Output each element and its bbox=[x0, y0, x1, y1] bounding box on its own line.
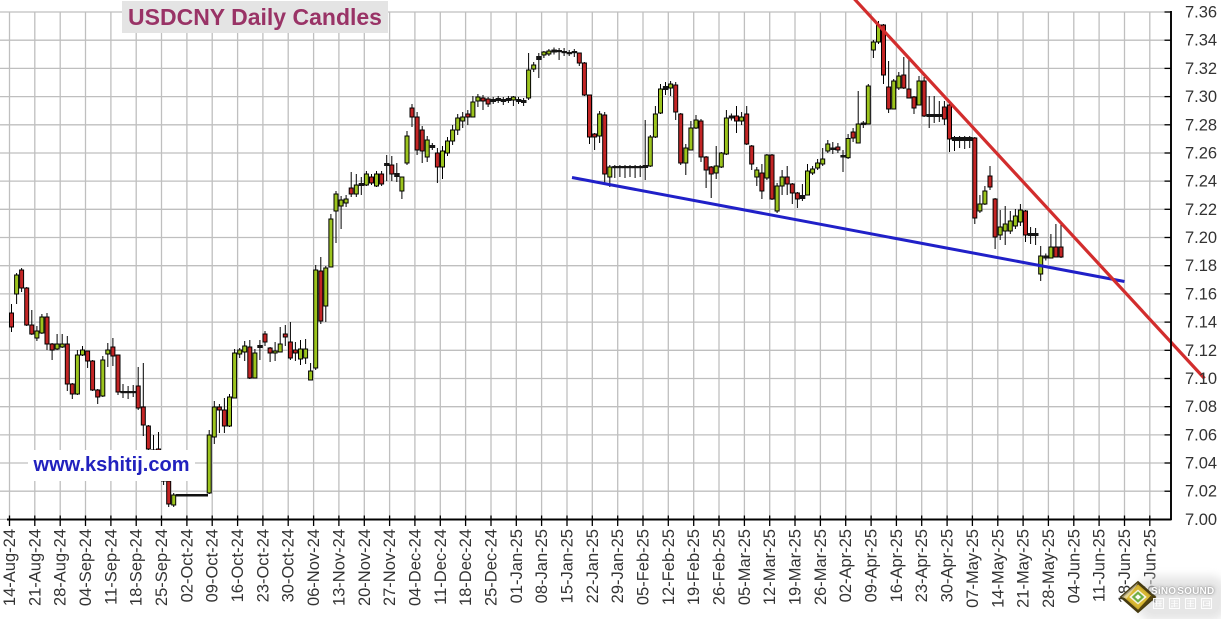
svg-text:7.36: 7.36 bbox=[1185, 4, 1217, 22]
svg-text:19-Mar-25: 19-Mar-25 bbox=[787, 529, 805, 605]
svg-text:11-Dec-24: 11-Dec-24 bbox=[432, 529, 450, 605]
svg-text:7.30: 7.30 bbox=[1185, 88, 1217, 106]
svg-text:04-Jun-25: 04-Jun-25 bbox=[1065, 529, 1083, 603]
svg-text:7.32: 7.32 bbox=[1185, 60, 1217, 78]
svg-text:7.16: 7.16 bbox=[1185, 285, 1217, 303]
svg-text:7.18: 7.18 bbox=[1185, 257, 1217, 275]
svg-text:18-Dec-24: 18-Dec-24 bbox=[457, 529, 475, 606]
svg-text:19-Feb-25: 19-Feb-25 bbox=[685, 529, 703, 605]
svg-text:16-Oct-24: 16-Oct-24 bbox=[229, 529, 247, 602]
svg-text:7.00: 7.00 bbox=[1185, 511, 1217, 529]
svg-text:01-Jan-25: 01-Jan-25 bbox=[508, 529, 526, 603]
svg-text:11-Jun-25: 11-Jun-25 bbox=[1091, 529, 1109, 602]
svg-text:12-Mar-25: 12-Mar-25 bbox=[761, 529, 779, 605]
svg-text:12-Feb-25: 12-Feb-25 bbox=[660, 529, 678, 605]
svg-text:21-Aug-24: 21-Aug-24 bbox=[26, 529, 44, 606]
svg-text:7.22: 7.22 bbox=[1185, 201, 1217, 219]
svg-text:7.12: 7.12 bbox=[1185, 342, 1217, 360]
svg-text:29-Jan-25: 29-Jan-25 bbox=[609, 529, 627, 603]
svg-text:28-Aug-24: 28-Aug-24 bbox=[52, 529, 70, 606]
svg-text:30-Apr-25: 30-Apr-25 bbox=[939, 529, 957, 602]
svg-text:7.34: 7.34 bbox=[1185, 32, 1217, 50]
svg-text:26-Mar-25: 26-Mar-25 bbox=[812, 529, 830, 605]
svg-text:25-Dec-24: 25-Dec-24 bbox=[483, 529, 501, 606]
svg-text:7.26: 7.26 bbox=[1185, 145, 1217, 163]
svg-text:23-Apr-25: 23-Apr-25 bbox=[913, 529, 931, 602]
svg-text:05-Feb-25: 05-Feb-25 bbox=[635, 529, 653, 605]
svg-text:30-Oct-24: 30-Oct-24 bbox=[280, 529, 298, 602]
svg-text:7.28: 7.28 bbox=[1185, 116, 1217, 134]
svg-text:18-Sep-24: 18-Sep-24 bbox=[128, 529, 146, 606]
svg-text:7.24: 7.24 bbox=[1185, 173, 1217, 191]
svg-text:7.20: 7.20 bbox=[1185, 229, 1217, 247]
svg-text:7.06: 7.06 bbox=[1185, 426, 1217, 444]
svg-text:02-Apr-25: 02-Apr-25 bbox=[837, 529, 855, 602]
svg-text:14-Aug-24: 14-Aug-24 bbox=[1, 529, 19, 606]
svg-text:07-May-25: 07-May-25 bbox=[964, 529, 982, 608]
svg-text:22-Jan-25: 22-Jan-25 bbox=[584, 529, 602, 603]
svg-text:02-Oct-24: 02-Oct-24 bbox=[178, 529, 196, 602]
svg-text:7.10: 7.10 bbox=[1185, 370, 1217, 388]
svg-text:09-Apr-25: 09-Apr-25 bbox=[863, 529, 881, 602]
svg-text:27-Nov-24: 27-Nov-24 bbox=[381, 529, 399, 606]
svg-text:26-Feb-25: 26-Feb-25 bbox=[711, 529, 729, 605]
svg-text:7.02: 7.02 bbox=[1185, 483, 1217, 501]
svg-text:15-Jan-25: 15-Jan-25 bbox=[559, 529, 577, 603]
svg-text:20-Nov-24: 20-Nov-24 bbox=[356, 529, 374, 606]
svg-text:28-May-25: 28-May-25 bbox=[1040, 529, 1058, 608]
svg-text:25-Sep-24: 25-Sep-24 bbox=[153, 529, 171, 606]
svg-text:21-May-25: 21-May-25 bbox=[1015, 529, 1033, 608]
svg-text:05-Mar-25: 05-Mar-25 bbox=[736, 529, 754, 605]
svg-text:04-Sep-24: 04-Sep-24 bbox=[77, 529, 95, 606]
svg-text:13-Nov-24: 13-Nov-24 bbox=[330, 529, 348, 606]
svg-text:23-Oct-24: 23-Oct-24 bbox=[254, 529, 272, 602]
svg-text:08-Jan-25: 08-Jan-25 bbox=[533, 529, 551, 603]
svg-text:18-Jun-25: 18-Jun-25 bbox=[1116, 529, 1134, 603]
svg-text:06-Nov-24: 06-Nov-24 bbox=[305, 529, 323, 606]
svg-text:09-Oct-24: 09-Oct-24 bbox=[204, 529, 222, 602]
svg-text:7.08: 7.08 bbox=[1185, 398, 1217, 416]
svg-text:7.14: 7.14 bbox=[1185, 314, 1217, 332]
svg-text:14-May-25: 14-May-25 bbox=[989, 529, 1007, 608]
svg-text:7.04: 7.04 bbox=[1185, 455, 1217, 473]
svg-text:16-Apr-25: 16-Apr-25 bbox=[888, 529, 906, 602]
svg-text:11-Sep-24: 11-Sep-24 bbox=[102, 529, 120, 605]
svg-text:04-Dec-24: 04-Dec-24 bbox=[406, 529, 424, 606]
